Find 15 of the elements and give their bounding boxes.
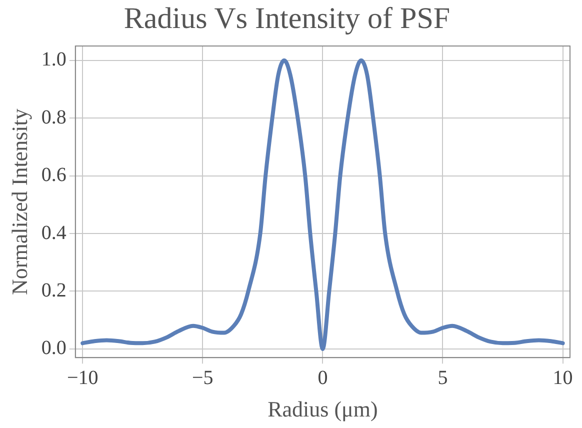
x-tick-label: −5 (192, 366, 214, 389)
y-tick-label: 0.2 (41, 279, 66, 302)
y-axis-title: Normalized Intensity (6, 108, 32, 295)
y-tick-label: 1.0 (41, 48, 66, 71)
x-tick-label: 10 (552, 366, 573, 389)
y-tick-label: 0.6 (41, 164, 66, 186)
x-tick-label: −10 (66, 366, 98, 389)
line-series (80, 58, 565, 351)
x-tick-label: 0 (318, 366, 328, 389)
x-tick-label: 5 (438, 366, 448, 389)
y-tick-label: 0.4 (41, 222, 66, 244)
chart-title: Radius Vs Intensity of PSF (124, 2, 450, 35)
y-tick-label: 0.0 (41, 337, 66, 360)
x-axis-title: Radius (μm) (268, 396, 378, 422)
y-tick-label: 0.8 (41, 106, 66, 128)
